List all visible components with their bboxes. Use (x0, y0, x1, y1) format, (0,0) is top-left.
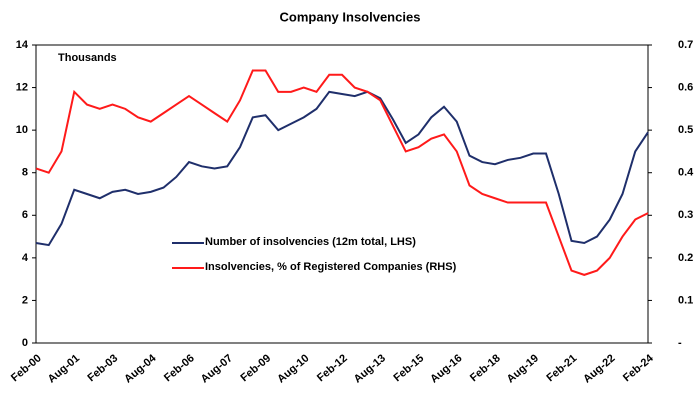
legend-label: Insolvencies, % of Registered Companies … (205, 261, 457, 273)
x-tick-label: Feb-12 (315, 352, 350, 384)
x-tick-label: Aug-01 (46, 352, 82, 385)
x-tick-label: Feb-06 (162, 352, 197, 384)
x-tick-label: Aug-19 (505, 352, 541, 385)
x-tick-label: Feb-00 (9, 352, 44, 384)
y-tick-label: 8 (22, 167, 28, 179)
y-tick-label: 4 (22, 252, 29, 264)
y2-tick-label: 0.1 (678, 294, 693, 306)
y2-tick-label: 0.7 (678, 39, 693, 51)
x-tick-label: Feb-24 (621, 352, 657, 385)
y2-tick-label: 0.3 (678, 209, 693, 221)
x-tick-label: Feb-03 (85, 352, 120, 384)
x-tick-label: Aug-10 (275, 352, 311, 385)
x-tick-label: Feb-21 (544, 352, 579, 384)
x-tick-label: Aug-07 (199, 352, 235, 385)
x-tick-label: Aug-16 (428, 352, 464, 385)
y2-tick-label: 0.4 (678, 167, 694, 179)
x-tick-label: Feb-09 (238, 352, 273, 384)
chart-title: Company Insolvencies (280, 9, 421, 24)
y-tick-label: 2 (22, 294, 28, 306)
x-tick-label: Aug-04 (122, 352, 159, 386)
x-tick-label: Aug-22 (581, 352, 617, 385)
y-tick-label: 12 (16, 81, 28, 93)
y2-tick-label: 0.2 (678, 252, 693, 264)
x-tick-label: Feb-18 (468, 352, 503, 384)
y2-tick-label: - (678, 337, 682, 349)
y-tick-label: 14 (16, 39, 29, 51)
y2-tick-label: 0.6 (678, 81, 693, 93)
y2-tick-label: 0.5 (678, 124, 693, 136)
series-line (35, 90, 649, 247)
series-line (35, 69, 649, 276)
x-tick-label: Aug-13 (352, 352, 388, 385)
x-tick-label: Feb-15 (391, 352, 426, 384)
y-tick-label: 10 (16, 124, 28, 136)
legend-label: Number of insolvencies (12m total, LHS) (205, 236, 416, 248)
y-tick-label: 0 (22, 337, 28, 349)
plot-frame (35, 44, 649, 344)
annotation: Thousands (58, 52, 117, 64)
y-tick-label: 6 (22, 209, 28, 221)
